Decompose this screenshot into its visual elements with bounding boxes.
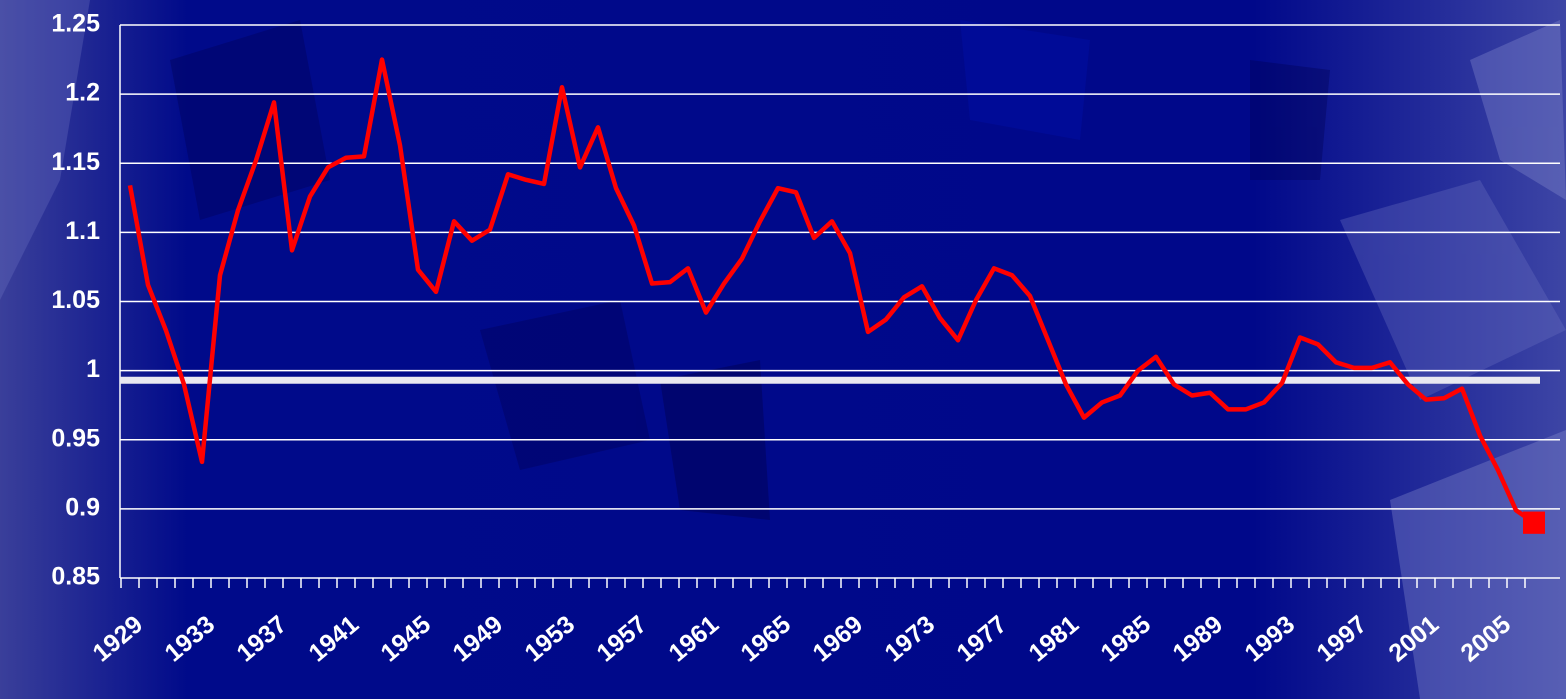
y-tick-label: 1.05 bbox=[51, 286, 100, 314]
chart: 0.850.90.9511.051.11.151.21.251929193319… bbox=[0, 0, 1566, 699]
y-tick-label: 0.95 bbox=[51, 424, 100, 452]
y-tick-label: 1.15 bbox=[51, 148, 100, 176]
y-tick-label: 0.85 bbox=[51, 563, 100, 591]
y-tick-label: 1 bbox=[86, 355, 100, 383]
page: 0.850.90.9511.051.11.151.21.251929193319… bbox=[0, 0, 1566, 699]
y-tick-label: 1.1 bbox=[65, 217, 100, 245]
y-tick-label: 0.9 bbox=[65, 493, 100, 521]
data-marker bbox=[1523, 512, 1545, 534]
y-tick-label: 1.2 bbox=[65, 79, 100, 107]
y-tick-label: 1.25 bbox=[51, 10, 100, 38]
